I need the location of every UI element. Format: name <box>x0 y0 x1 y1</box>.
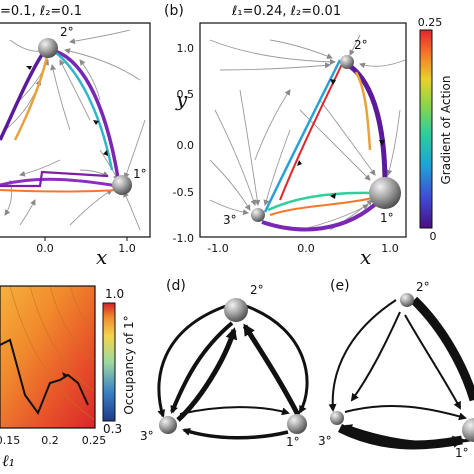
panel-d: (d) 2° 3° 1° <box>140 278 309 449</box>
panel-e: (e) 2° 3° 1° <box>318 278 474 460</box>
panel-a-title: =0.1, ℓ₂=0.1 <box>0 4 82 19</box>
panel-c-xtick-2: 0.25 <box>82 434 107 447</box>
panel-d-node-2-label: 2° <box>250 283 264 297</box>
panel-b-xlabel: x <box>360 245 371 269</box>
panel-c-line <box>0 338 89 416</box>
panel-e-node-3 <box>330 411 344 425</box>
panel-b-ytick-0: 1.0 <box>177 42 195 55</box>
panel-e-node-1 <box>462 418 474 442</box>
panel-b-node-3 <box>251 208 265 222</box>
panel-b-ytick-3: -0.5 <box>173 186 194 199</box>
panel-b-node-1 <box>369 177 401 209</box>
panel-a-node-2 <box>38 38 58 58</box>
panel-b-xtick-1: 0.0 <box>297 242 315 255</box>
panel-b-node-2 <box>340 55 354 69</box>
panel-b-ytick-1: 0.5 <box>177 88 195 101</box>
panel-b-colorbar-min: 0 <box>430 230 437 243</box>
panel-c-colorbar-min: 0.3 <box>103 422 122 436</box>
panel-e-node-2 <box>400 293 414 307</box>
panel-d-node-2 <box>224 298 248 322</box>
panel-a-xlabel: x <box>96 245 107 269</box>
panel-c-xtick-1: 0.2 <box>41 434 59 447</box>
panel-e-node-2-label: 2° <box>416 280 430 294</box>
panel-b-node-3-label: 3° <box>223 213 237 227</box>
panel-a-node-1-label: 1° <box>133 167 147 181</box>
panel-d-letter: (d) <box>166 278 186 294</box>
panel-c-frame <box>0 285 96 429</box>
panel-e-node-1-label: 1° <box>455 446 469 460</box>
panel-b-node-2-label: 2° <box>354 38 368 52</box>
panel-e-letter: (e) <box>330 278 350 294</box>
panel-b-colorbar-max: 0.25 <box>418 16 443 29</box>
panel-d-node-3-label: 3° <box>140 429 154 443</box>
panel-b-ytick-2: 0.0 <box>177 139 195 152</box>
panel-c-colorbar-label: Occupancy of 1° <box>122 315 136 414</box>
panel-b-ytick-4: -1.0 <box>173 232 194 245</box>
panel-d-node-1 <box>287 414 307 434</box>
panel-c-xtick-0: 0.15 <box>0 434 20 447</box>
panel-c-colorbar-max: 1.0 <box>105 287 124 301</box>
panel-b-colorbar-label: Gradient of Action <box>439 75 453 184</box>
panel-b-ylabel: y <box>175 87 188 111</box>
panel-b: (b) ℓ₁=0.24, ℓ₂=0.01 y <box>164 3 453 269</box>
panel-c-colorbar <box>102 302 116 422</box>
panel-a-xtick-0: 0.0 <box>36 242 54 255</box>
panel-a-streamlines <box>0 29 146 231</box>
panel-a-node-1 <box>112 175 132 195</box>
panel-b-node-1-label: 1° <box>380 211 394 225</box>
panel-b-streamlines <box>209 34 406 232</box>
panel-b-frame <box>199 22 407 238</box>
panel-c: 0.15 0.2 0.25 ℓ₁ 1.0 0.3 Occupancy of 1° <box>0 285 136 470</box>
panel-b-xtick-2: 1.0 <box>381 242 399 255</box>
panel-b-xtick-0: -1.0 <box>207 242 228 255</box>
panel-b-title: ℓ₁=0.24, ℓ₂=0.01 <box>231 4 341 19</box>
panel-a-node-2-label: 2° <box>60 25 74 39</box>
panel-a: =0.1, ℓ₂=0.1 <box>0 4 151 269</box>
panel-d-node-3 <box>159 416 177 434</box>
panel-b-colorbar <box>419 29 433 229</box>
panel-d-node-1-label: 1° <box>286 435 300 449</box>
panel-a-xtick-1: 1.0 <box>118 242 136 255</box>
panel-b-letter: (b) <box>164 3 184 19</box>
panel-a-frame <box>0 22 151 238</box>
panel-c-xlabel: ℓ₁ <box>2 451 15 470</box>
panel-e-node-3-label: 3° <box>318 434 332 448</box>
